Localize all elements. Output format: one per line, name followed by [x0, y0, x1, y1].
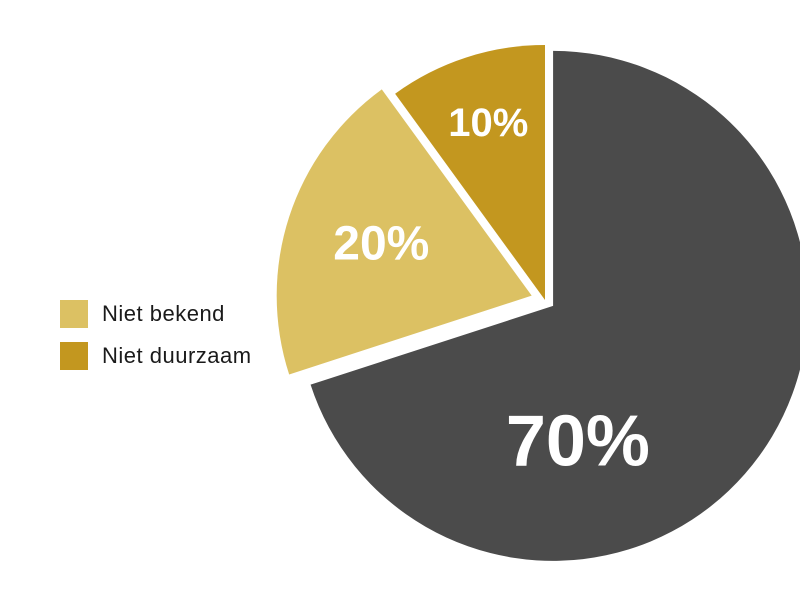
chart-container: { "chart": { "type": "pie", "background_… [0, 0, 800, 600]
legend-label: Niet bekend [102, 301, 225, 327]
legend-item: Niet duurzaam [60, 342, 252, 370]
pie-slice-label: 10% [448, 101, 528, 145]
legend-swatch [60, 300, 88, 328]
legend-swatch [60, 342, 88, 370]
pie-slice-label: 70% [506, 402, 650, 482]
legend-item: Niet bekend [60, 300, 252, 328]
legend-label: Niet duurzaam [102, 343, 252, 369]
legend: Niet bekend Niet duurzaam [60, 300, 252, 384]
pie-slice-label: 20% [333, 217, 429, 270]
